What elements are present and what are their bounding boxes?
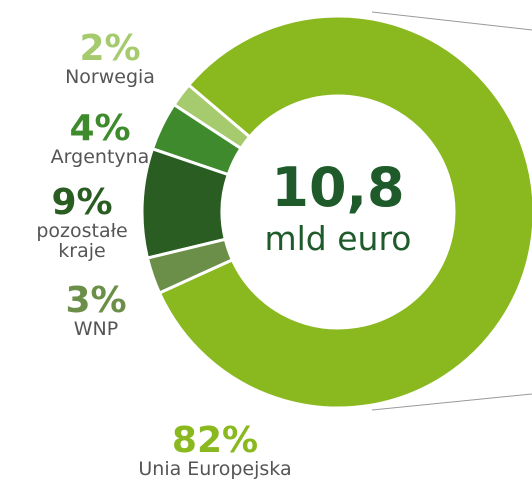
value-label: 3% <box>65 280 127 321</box>
slice-label: 4% Argentyna <box>35 110 165 168</box>
legend-label: Norwegia <box>65 65 155 88</box>
donut-slice <box>157 14 532 410</box>
center-value: 10,8 <box>271 156 404 219</box>
center-label: mld euro <box>264 219 411 258</box>
value-label: 2% <box>79 28 141 69</box>
slice-label: 2% Norwegia <box>40 30 180 88</box>
legend-label: pozostałe kraje <box>36 219 128 262</box>
value-label: 9% <box>51 182 113 223</box>
slice-label: 3% WNP <box>51 282 141 340</box>
value-label: 4% <box>69 108 131 149</box>
legend-label: Argentyna <box>50 145 150 168</box>
value-label: 82% <box>171 420 259 461</box>
slice-label: 9% pozostałe kraje <box>27 184 137 262</box>
legend-label: WNP <box>73 317 119 340</box>
donut <box>140 14 532 410</box>
connector-line <box>371 11 532 31</box>
legend-label: Unia Europejska <box>138 457 292 480</box>
connector-line <box>371 393 532 411</box>
slice-label: 82% Unia Europejska <box>120 422 310 480</box>
